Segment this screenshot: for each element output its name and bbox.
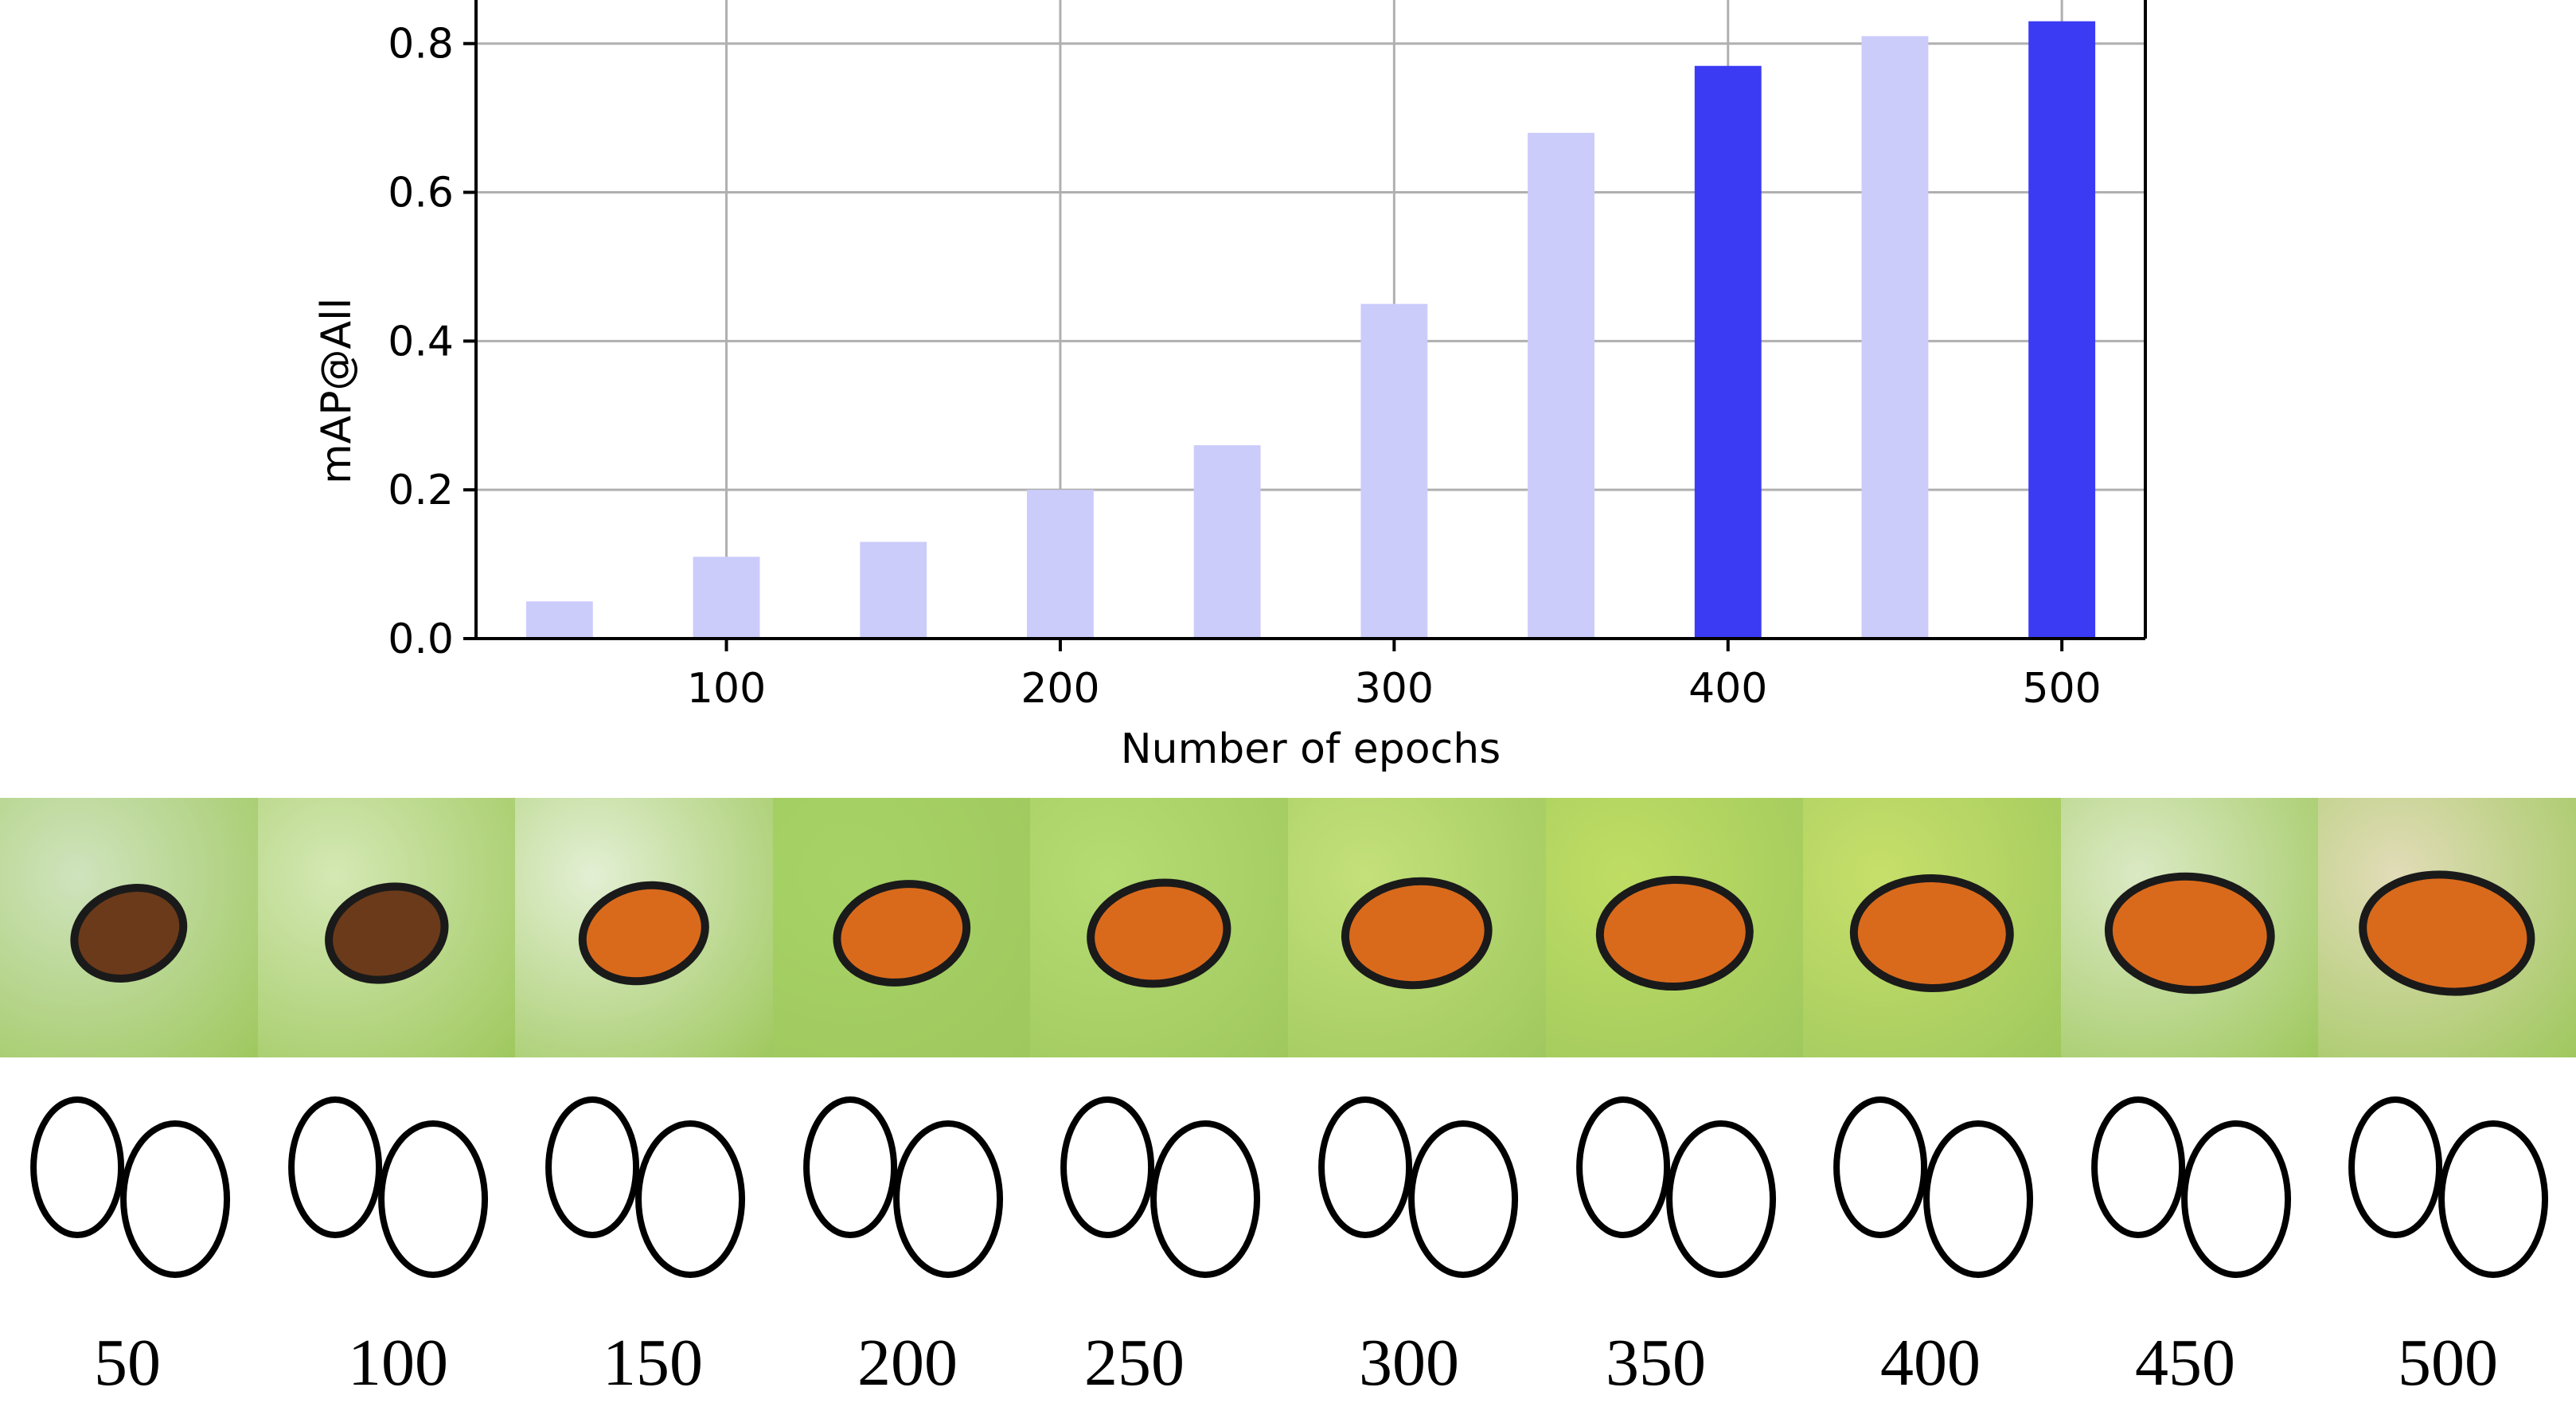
y-tick-label: 0.8 xyxy=(388,21,454,68)
bar-epoch-350 xyxy=(1528,132,1594,639)
x-axis-label: Number of epochs xyxy=(1121,725,1501,773)
generated-image-strip xyxy=(0,798,2576,1057)
sketch-stroke xyxy=(2438,1120,2549,1278)
sketch-stroke xyxy=(1060,1096,1155,1238)
epoch-caption: 200 xyxy=(857,1326,958,1400)
x-tick-label: 300 xyxy=(1355,665,1434,713)
epoch-caption: 350 xyxy=(1606,1326,1706,1400)
generated-butterfly-epoch-450 xyxy=(2060,798,2320,1057)
butterfly-blob xyxy=(1087,878,1231,988)
sketch-stroke xyxy=(1575,1096,1670,1238)
sketch-stroke xyxy=(545,1096,640,1238)
sketch-stroke xyxy=(377,1120,488,1278)
sketch-stroke xyxy=(1665,1120,1776,1278)
butterfly-wing-shape xyxy=(1087,878,1231,988)
generated-butterfly-epoch-300 xyxy=(1288,798,1547,1057)
sketch-epoch-350 xyxy=(1575,1096,1776,1278)
butterfly-blob xyxy=(2359,870,2535,996)
map-bar-chart: 0.0 0.2 0.4 0.6 0.8 100 200 300 400 500 Number of … xyxy=(313,0,2147,773)
generated-butterfly-epoch-400 xyxy=(1803,798,2062,1057)
butterfly-blob xyxy=(578,881,710,986)
y-axis-label: mAP@All xyxy=(313,298,361,484)
x-tick-label: 500 xyxy=(2023,665,2102,713)
bar-epoch-100 xyxy=(693,557,760,639)
generated-butterfly-epoch-200 xyxy=(772,798,1032,1057)
bar-epoch-50 xyxy=(525,601,593,639)
sketch-stroke xyxy=(2090,1096,2185,1238)
generated-butterfly-epoch-500 xyxy=(2318,798,2576,1057)
epoch-caption-row: 50 100 150 200 250 300 350 400 450 500 xyxy=(0,1323,2576,1400)
epoch-caption: 450 xyxy=(2135,1326,2235,1400)
sketch-epoch-100 xyxy=(287,1096,488,1278)
x-tick-label: 200 xyxy=(1021,665,1099,713)
butterfly-wing-shape xyxy=(2359,870,2535,996)
butterfly-wing-shape xyxy=(1849,873,2014,993)
sketch-epoch-150 xyxy=(545,1096,746,1278)
sketch-epoch-400 xyxy=(1833,1096,2034,1278)
generated-butterfly-epoch-250 xyxy=(1030,798,1289,1057)
butterfly-wing-shape xyxy=(70,884,188,983)
sketch-epoch-200 xyxy=(802,1096,1003,1278)
sketch-stroke xyxy=(802,1096,897,1238)
generated-butterfly-epoch-350 xyxy=(1545,798,1805,1057)
bar-epoch-300 xyxy=(1360,303,1428,639)
sketch-stroke xyxy=(120,1120,231,1278)
butterfly-blob xyxy=(324,882,449,984)
sketch-stroke xyxy=(1318,1096,1413,1238)
bar-epoch-500 xyxy=(2028,21,2096,639)
sketch-epoch-300 xyxy=(1318,1096,1519,1278)
epoch-caption: 500 xyxy=(2398,1326,2498,1400)
butterfly-blob xyxy=(70,884,188,983)
x-tick-label: 400 xyxy=(1688,665,1767,713)
epoch-caption: 400 xyxy=(1880,1326,1981,1400)
sketch-stroke xyxy=(30,1096,125,1238)
butterfly-blob xyxy=(1341,877,1493,990)
y-tick-label: 0.6 xyxy=(388,170,454,217)
butterfly-blob xyxy=(833,880,970,987)
bar-epoch-400 xyxy=(1694,65,1762,639)
sketch-stroke xyxy=(635,1120,746,1278)
butterfly-wing-shape xyxy=(2104,872,2275,995)
bar-epoch-250 xyxy=(1193,445,1261,639)
sketch-epoch-450 xyxy=(2090,1096,2291,1278)
epoch-caption: 100 xyxy=(348,1326,448,1400)
butterfly-wing-shape xyxy=(1341,877,1493,990)
generated-butterfly-epoch-100 xyxy=(257,798,517,1057)
butterfly-wing-shape xyxy=(578,881,710,986)
generated-butterfly-epoch-150 xyxy=(515,798,774,1057)
sketch-epoch-50 xyxy=(30,1096,231,1278)
sketch-strip xyxy=(0,1064,2576,1327)
x-tick-label: 100 xyxy=(687,665,766,713)
sketch-stroke xyxy=(1408,1120,1519,1278)
bar-epoch-450 xyxy=(1861,36,1929,639)
sketch-stroke xyxy=(1923,1120,2034,1278)
butterfly-wing-shape xyxy=(1595,875,1754,991)
sketch-stroke xyxy=(1150,1120,1261,1278)
sketch-stroke xyxy=(892,1120,1003,1278)
sketch-stroke xyxy=(287,1096,382,1238)
sketch-epoch-500 xyxy=(2348,1096,2549,1278)
generated-butterfly-epoch-50 xyxy=(0,798,259,1057)
sketch-stroke xyxy=(2180,1120,2291,1278)
bar-epoch-200 xyxy=(1027,490,1094,639)
y-tick-label: 0.0 xyxy=(388,616,454,663)
butterfly-blob xyxy=(2104,872,2275,995)
sketch-epoch-250 xyxy=(1060,1096,1261,1278)
butterfly-wing-shape xyxy=(324,882,449,984)
y-tick-label: 0.4 xyxy=(388,318,454,365)
sketch-stroke xyxy=(1833,1096,1928,1238)
butterfly-blob xyxy=(1849,873,2014,993)
epoch-caption: 50 xyxy=(94,1326,161,1400)
y-tick-label: 0.2 xyxy=(388,467,454,514)
butterfly-wing-shape xyxy=(833,880,970,987)
epoch-caption: 300 xyxy=(1359,1326,1459,1400)
epoch-caption: 250 xyxy=(1084,1326,1185,1400)
butterfly-blob xyxy=(1595,875,1754,991)
epoch-caption: 150 xyxy=(603,1326,703,1400)
sketch-stroke xyxy=(2348,1096,2443,1238)
bar-epoch-150 xyxy=(860,541,927,639)
